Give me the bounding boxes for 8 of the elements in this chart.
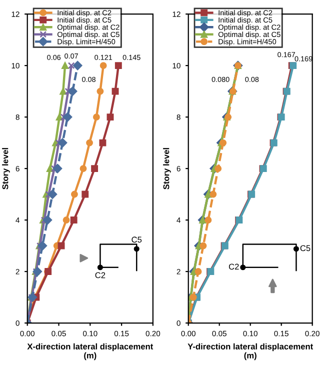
y-axis-title: Story level (163, 148, 171, 190)
annotation: C5 (132, 236, 142, 243)
y-axis-title: Story level (2, 148, 10, 190)
annotation: C2 (228, 264, 239, 270)
annotation: C2 (95, 272, 106, 278)
x-axis-title: X-direction lateral displacement (m) (27, 343, 154, 360)
annotation: C5 (300, 245, 310, 252)
x-axis-title: Y-direction lateral displacement (m) (188, 343, 314, 360)
